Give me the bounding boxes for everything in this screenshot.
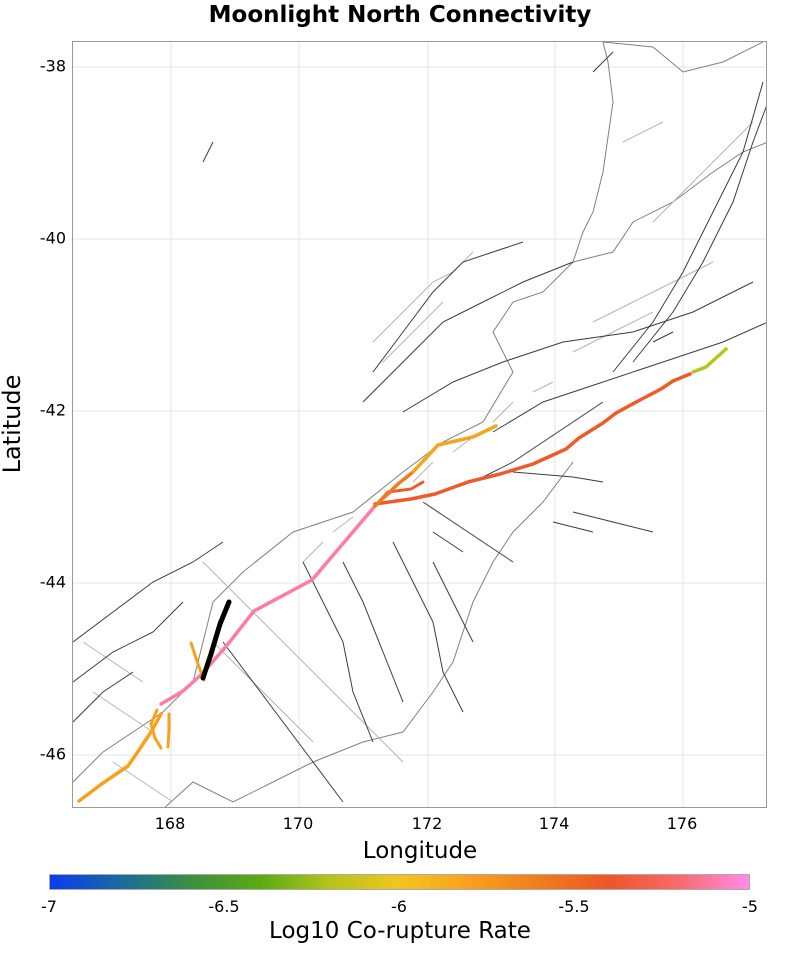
alpine-sw-trace	[159, 504, 377, 706]
y-tick: -44	[39, 572, 66, 592]
colorbar-tick: -7	[41, 897, 57, 916]
wellington-tip-trace	[691, 347, 728, 374]
colorbar-tick: -5.5	[558, 897, 590, 916]
colorbar-label: Log10 Co-rupture Rate	[269, 918, 531, 944]
map-canvas	[73, 42, 766, 807]
gridlines	[73, 42, 766, 807]
fault-surfaces	[82, 121, 754, 803]
map-plot-area[interactable]	[72, 41, 767, 808]
y-tick: -38	[39, 56, 66, 76]
co-rupture-traces	[77, 347, 728, 803]
alpine-north-trace	[373, 470, 415, 508]
colorbar-tick: -6	[391, 897, 407, 916]
y-axis-label: Latitude	[0, 374, 26, 474]
y-tick: -46	[39, 744, 66, 764]
fault-traces	[73, 51, 766, 803]
moonlight-north-selected-trace	[200, 599, 232, 681]
x-tick: 174	[538, 814, 570, 833]
x-tick: 170	[282, 814, 314, 833]
y-tick: -42	[39, 400, 66, 420]
chart-title: Moonlight North Connectivity	[208, 2, 592, 28]
x-tick: 168	[154, 814, 186, 833]
fiordland-sw-trace	[77, 712, 163, 803]
x-axis-label: Longitude	[362, 838, 478, 864]
colorbar	[49, 874, 750, 890]
x-tick: 176	[666, 814, 698, 833]
hope-trace	[373, 372, 692, 506]
colorbar-tick: -5	[742, 897, 758, 916]
awatere-trace	[411, 424, 498, 474]
colorbar-tick: -6.5	[208, 897, 240, 916]
x-tick: 172	[411, 814, 443, 833]
y-tick: -40	[39, 228, 66, 248]
